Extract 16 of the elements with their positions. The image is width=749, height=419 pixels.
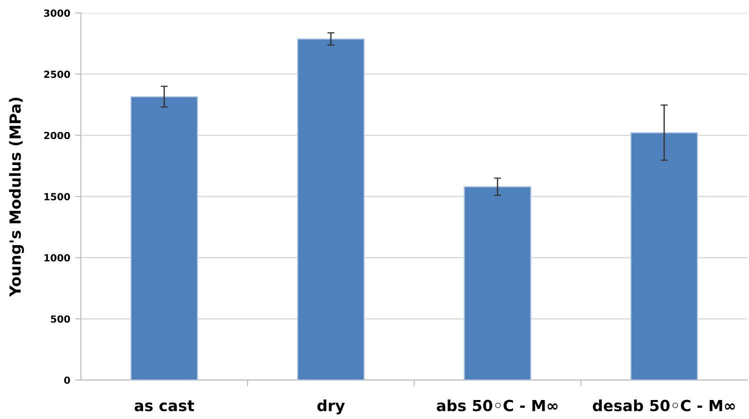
y-tick-label: 3000	[44, 9, 70, 17]
y-tick-label: 0	[64, 376, 70, 384]
bar	[130, 96, 198, 380]
y-tick-label: 1500	[44, 192, 70, 200]
x-tick-label: desab 50◦C - M∞	[592, 399, 735, 412]
y-tick-label: 1000	[44, 254, 70, 262]
y-tick-label: 500	[50, 315, 70, 323]
bar	[630, 132, 698, 380]
x-tick-label: abs 50◦C - M∞	[436, 399, 558, 412]
y-tick-label: 2000	[44, 132, 70, 140]
bar	[296, 38, 365, 380]
x-tick-label: as cast	[134, 400, 194, 412]
y-tick-label: 2500	[44, 70, 70, 78]
x-tick-label: dry	[317, 399, 345, 414]
bar	[464, 186, 532, 380]
y-axis-title: Young's Modulus (MPa)	[9, 98, 24, 297]
